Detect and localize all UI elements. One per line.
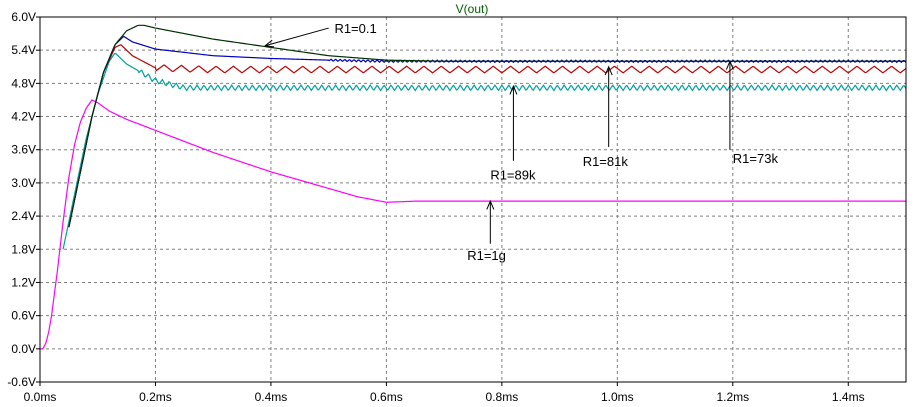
y-tick-label: 4.8V [11, 76, 36, 90]
y-tick-label: 3.0V [11, 176, 36, 190]
annotation-label: R1=81k [583, 154, 629, 169]
annotation-2: R1=81k [583, 65, 629, 169]
y-tick-label: 4.2V [11, 110, 36, 124]
annotation-arrow-head [725, 59, 734, 70]
annotation-label: R1=89k [490, 168, 536, 183]
x-tick-label: 0.2ms [139, 390, 172, 404]
x-tick-label: 0.0ms [24, 390, 57, 404]
x-tick-label: 1.0ms [601, 390, 634, 404]
annotation-arrow-head [604, 65, 613, 76]
series-line-1 [62, 52, 907, 250]
plot-frame [39, 16, 907, 383]
annotation-arrow-head [486, 199, 495, 210]
series-line-3 [68, 35, 907, 228]
y-tick-label: 1.2V [11, 275, 36, 289]
grid [40, 17, 906, 382]
annotation-arrow-head [509, 84, 518, 95]
y-tick-label: -0.6V [7, 375, 36, 389]
annotations: R1=0.1 R1=89k R1=81k R1=73k R1=1g [263, 21, 779, 263]
series-layer [40, 24, 907, 350]
y-tick-label: 5.4V [11, 43, 36, 57]
y-tick-label: 2.4V [11, 209, 36, 223]
chart-title: V(out) [456, 2, 489, 16]
y-tick-label: 1.8V [11, 242, 36, 256]
x-tick-label: 0.4ms [255, 390, 288, 404]
y-tick-label: 3.6V [11, 143, 36, 157]
annotation-arrow-head [263, 39, 275, 48]
annotation-label: R1=0.1 [334, 21, 376, 36]
series-line-4 [68, 24, 906, 228]
x-tick-label: 0.8ms [486, 390, 519, 404]
tick-labels: 0.0ms 0.2ms 0.4ms 0.6ms 0.8ms 1.0ms 1.2ms 1.4ms… [7, 10, 864, 404]
x-tick-label: 1.2ms [716, 390, 749, 404]
annotation-label: R1=1g [467, 248, 506, 263]
y-tick-label: 0.6V [11, 309, 36, 323]
annotation-1: R1=89k [490, 84, 536, 183]
annotation-4: R1=1g [467, 199, 506, 263]
annotation-3: R1=73k [725, 59, 779, 166]
x-tick-label: 1.4ms [832, 390, 865, 404]
series-line-2 [68, 44, 907, 228]
annotation-0: R1=0.1 [263, 21, 377, 48]
y-tick-label: 0.0V [11, 342, 36, 356]
y-tick-label: 6.0V [11, 10, 36, 24]
annotation-arrow-line [265, 27, 329, 47]
series-line-0 [40, 99, 906, 350]
x-tick-label: 0.6ms [370, 390, 403, 404]
annotation-label: R1=73k [733, 151, 779, 166]
